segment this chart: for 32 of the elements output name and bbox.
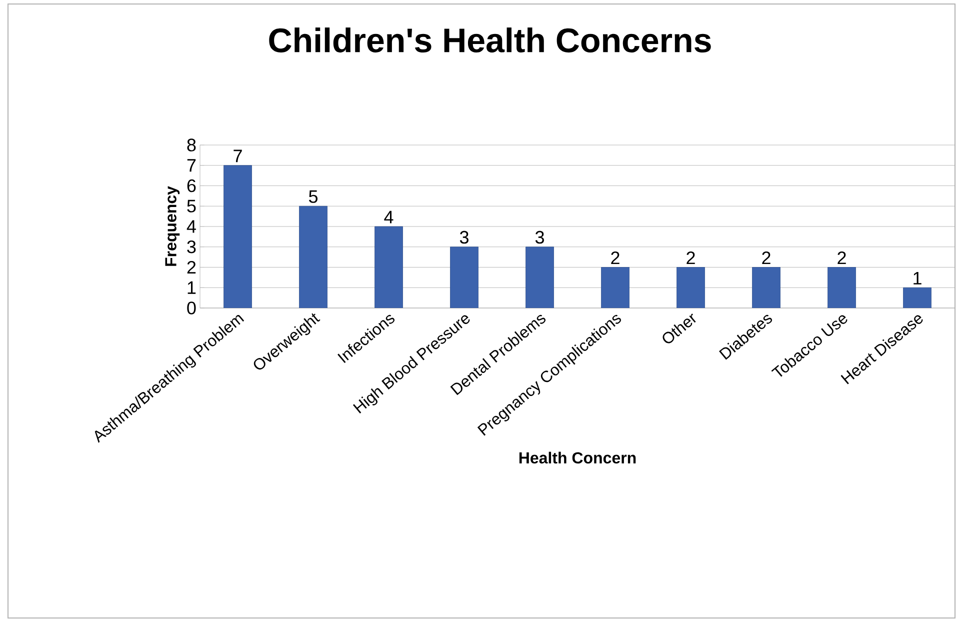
y-tick-label: 6 xyxy=(187,179,196,192)
bar xyxy=(903,287,932,308)
data-label: 4 xyxy=(384,210,394,224)
data-label: 3 xyxy=(535,230,544,244)
data-label: 2 xyxy=(762,251,770,264)
bar xyxy=(299,206,328,308)
y-tick-label: 3 xyxy=(187,240,196,254)
bar xyxy=(752,267,780,308)
y-tick-label: 0 xyxy=(187,302,196,314)
bar xyxy=(828,267,856,308)
bar xyxy=(224,165,252,308)
data-label: 5 xyxy=(308,190,318,203)
bar xyxy=(601,267,630,308)
data-label: 3 xyxy=(460,230,468,244)
x-axis-title: Health Concern xyxy=(519,452,636,464)
data-label: 2 xyxy=(611,251,620,264)
y-tick-label: 1 xyxy=(188,281,196,294)
y-tick-label: 8 xyxy=(187,138,196,152)
chart-title: Children's Health Concerns xyxy=(269,28,711,52)
y-tick-label: 7 xyxy=(187,159,196,172)
data-label: 2 xyxy=(838,251,846,264)
y-tick-label: 4 xyxy=(186,220,196,233)
bar xyxy=(526,246,554,308)
y-tick-label: 2 xyxy=(187,260,196,274)
data-label: 7 xyxy=(234,150,242,162)
bar xyxy=(374,226,403,308)
bar xyxy=(450,246,478,308)
bar xyxy=(676,267,705,308)
y-axis-title: Frequency xyxy=(165,186,180,266)
data-label: 2 xyxy=(686,251,695,264)
data-label: 1 xyxy=(914,272,922,284)
y-tick-label: 5 xyxy=(187,200,196,212)
